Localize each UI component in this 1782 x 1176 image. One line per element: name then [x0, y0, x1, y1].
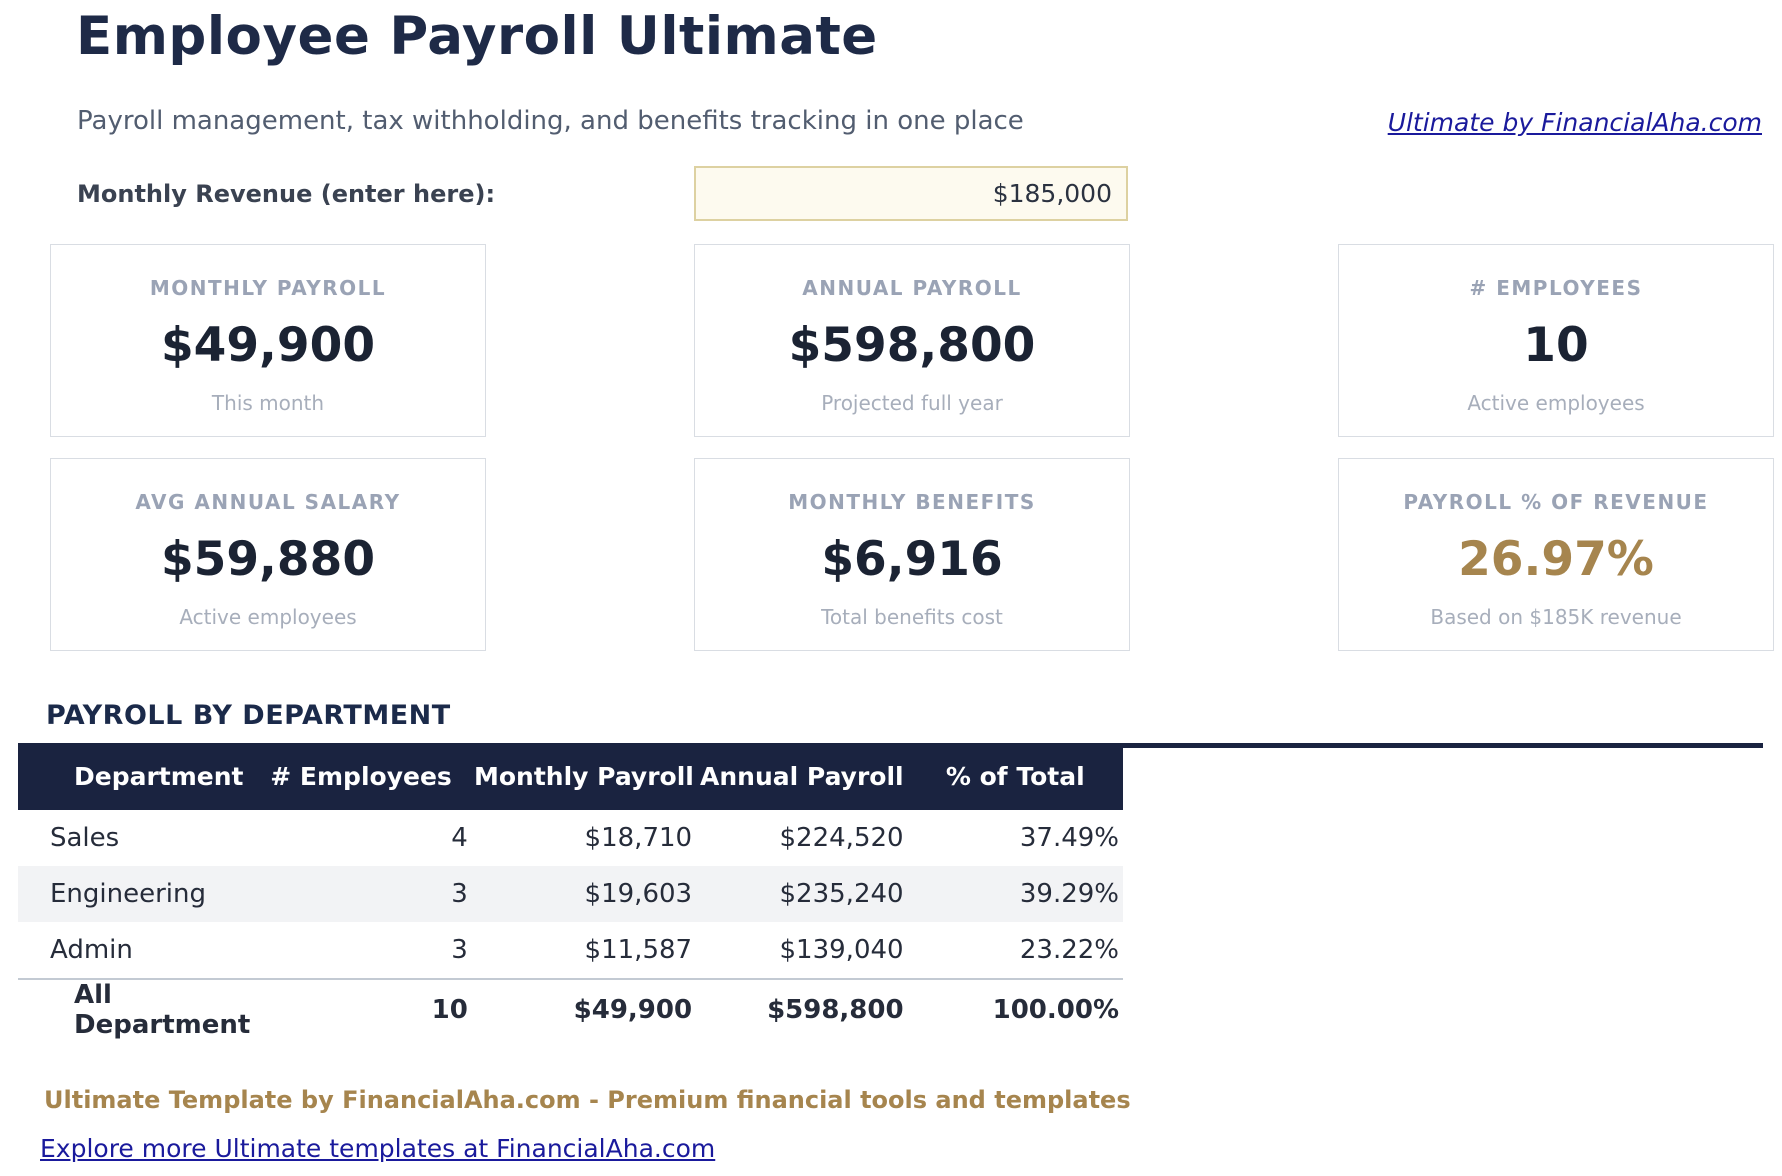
- metric-label: MONTHLY BENEFITS: [788, 490, 1036, 514]
- monthly-revenue-input[interactable]: [694, 166, 1128, 221]
- cell-employees-total: 10: [250, 978, 472, 1040]
- column-header-monthly-payroll: Monthly Payroll: [471, 743, 697, 810]
- footer-explore-link[interactable]: Explore more Ultimate templates at Finan…: [40, 1134, 716, 1163]
- cell-department: Engineering: [50, 879, 206, 909]
- metric-value: $49,900: [160, 318, 376, 373]
- footer-tagline: Ultimate Template by FinancialAha.com - …: [44, 1086, 1131, 1114]
- page-title: Employee Payroll Ultimate: [76, 6, 878, 67]
- table-row-sales: Sales 4 $18,710 $224,520 37.49%: [18, 810, 1123, 866]
- metric-subtext: Active employees: [1467, 391, 1645, 415]
- cell-annual-payroll: $139,040: [779, 935, 904, 965]
- cell-department: Admin: [50, 935, 133, 965]
- cell-monthly-payroll: $11,587: [584, 935, 693, 965]
- metric-value: $598,800: [788, 318, 1036, 373]
- cell-annual-payroll-total: $598,800: [696, 978, 908, 1040]
- cell-pct-of-total: 37.49%: [1019, 823, 1119, 853]
- table-row-total: All Department 10 $49,900 $598,800 100.0…: [18, 978, 1123, 1040]
- column-header-pct-of-total: % of Total: [907, 743, 1123, 810]
- metric-label: ANNUAL PAYROLL: [802, 276, 1022, 300]
- metric-value: 26.97%: [1458, 532, 1654, 587]
- table-row-admin: Admin 3 $11,587 $139,040 23.22%: [18, 922, 1123, 979]
- cell-monthly-payroll: $19,603: [584, 879, 693, 909]
- cell-pct-of-total-total: 100.00%: [907, 978, 1123, 1040]
- table-header-row: Department # Employees Monthly Payroll A…: [18, 743, 1123, 810]
- department-payroll-table: Department # Employees Monthly Payroll A…: [18, 743, 1123, 1040]
- metric-card-monthly-payroll: MONTHLY PAYROLL $49,900 This month: [50, 244, 486, 437]
- cell-department: Sales: [50, 823, 120, 853]
- page-subtitle: Payroll management, tax withholding, and…: [77, 106, 1024, 136]
- metric-label: AVG ANNUAL SALARY: [135, 490, 401, 514]
- cell-department-total: All Department: [18, 978, 251, 1040]
- metric-subtext: Total benefits cost: [821, 605, 1003, 629]
- table-header-extension-line: [1123, 743, 1763, 748]
- cell-pct-of-total: 39.29%: [1019, 879, 1119, 909]
- metric-label: # EMPLOYEES: [1469, 276, 1643, 300]
- cell-monthly-payroll: $18,710: [584, 823, 693, 853]
- cell-annual-payroll: $224,520: [779, 823, 904, 853]
- metric-cards-grid: MONTHLY PAYROLL $49,900 This month ANNUA…: [50, 244, 1774, 651]
- metric-value: $59,880: [160, 532, 376, 587]
- metric-card-annual-payroll: ANNUAL PAYROLL $598,800 Projected full y…: [694, 244, 1130, 437]
- payroll-by-department-heading: PAYROLL BY DEPARTMENT: [46, 700, 451, 731]
- cell-annual-payroll: $235,240: [779, 879, 904, 909]
- cell-employees: 4: [451, 823, 468, 853]
- cell-employees: 3: [451, 879, 468, 909]
- cell-employees: 3: [451, 935, 468, 965]
- column-header-department: Department: [18, 743, 251, 810]
- column-header-employees: # Employees: [250, 743, 472, 810]
- metric-value: 10: [1523, 318, 1589, 373]
- table-row-engineering: Engineering 3 $19,603 $235,240 39.29%: [18, 866, 1123, 922]
- cell-pct-of-total: 23.22%: [1019, 935, 1119, 965]
- metric-subtext: Based on $185K revenue: [1430, 605, 1682, 629]
- metric-label: PAYROLL % OF REVENUE: [1403, 490, 1709, 514]
- metric-subtext: Active employees: [179, 605, 357, 629]
- metric-label: MONTHLY PAYROLL: [149, 276, 387, 300]
- metric-card-avg-annual-salary: AVG ANNUAL SALARY $59,880 Active employe…: [50, 458, 486, 651]
- metric-card-employee-count: # EMPLOYEES 10 Active employees: [1338, 244, 1774, 437]
- metric-card-payroll-pct-of-revenue: PAYROLL % OF REVENUE 26.97% Based on $18…: [1338, 458, 1774, 651]
- metric-subtext: Projected full year: [821, 391, 1003, 415]
- brand-link[interactable]: Ultimate by FinancialAha.com: [1387, 108, 1762, 137]
- cell-monthly-payroll-total: $49,900: [471, 978, 697, 1040]
- monthly-revenue-label: Monthly Revenue (enter here):: [77, 180, 496, 208]
- metric-subtext: This month: [211, 391, 325, 415]
- metric-value: $6,916: [821, 532, 1003, 587]
- metric-card-monthly-benefits: MONTHLY BENEFITS $6,916 Total benefits c…: [694, 458, 1130, 651]
- column-header-annual-payroll: Annual Payroll: [696, 743, 908, 810]
